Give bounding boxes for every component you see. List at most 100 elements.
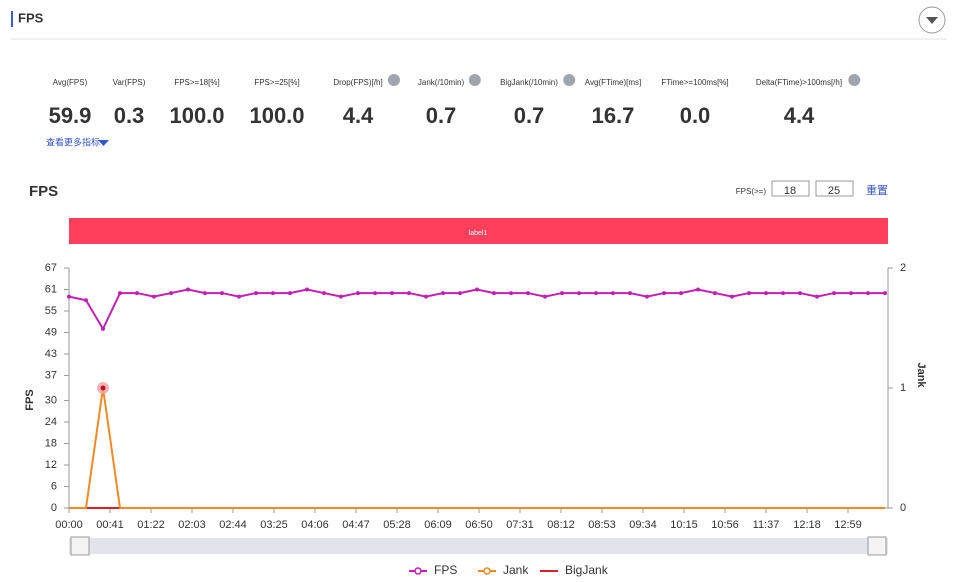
label-band — [69, 218, 888, 244]
help-icon — [387, 74, 400, 86]
y-tick-label: 12 — [45, 459, 57, 471]
legend-dot — [414, 567, 422, 575]
metric-label: Drop(FPS)[/h] — [333, 78, 382, 87]
point — [100, 385, 106, 391]
threshold-value[interactable]: 18 — [784, 185, 796, 197]
metric-label: FPS>=25[%] — [254, 78, 299, 87]
metric-value: 0.7 — [514, 103, 545, 128]
series-line — [69, 387, 885, 509]
y2-tick-label: 1 — [900, 382, 906, 394]
y-tick-label: 67 — [45, 262, 57, 274]
y-tick-label: 24 — [45, 416, 57, 428]
point — [356, 291, 360, 296]
legend-label: Jank — [503, 563, 529, 577]
x-tick-label: 06:50 — [465, 519, 493, 531]
point — [747, 291, 751, 296]
point — [424, 294, 428, 299]
x-tick-label: 03:25 — [260, 519, 288, 531]
point — [645, 294, 649, 299]
point — [101, 326, 105, 331]
y-axis-title: FPS — [24, 389, 36, 410]
y-tick-label: 37 — [45, 369, 57, 381]
more-arrow[interactable] — [98, 140, 109, 146]
point — [866, 291, 870, 296]
x-tick-label: 08:53 — [588, 519, 616, 531]
point — [203, 291, 207, 296]
x-tick-label: 02:44 — [219, 519, 247, 531]
metric-label: Avg(FTime)[ms] — [585, 78, 641, 87]
metric-value: 4.4 — [784, 103, 815, 128]
metric-label: BigJank(/10min) — [500, 78, 558, 87]
y-tick-label: 18 — [45, 437, 57, 449]
point — [135, 291, 139, 296]
more-metrics-link[interactable]: 查看更多指标 — [46, 136, 100, 147]
point — [492, 291, 496, 296]
x-tick-label: 04:06 — [301, 519, 329, 531]
point — [271, 291, 275, 296]
metric-value: 0.7 — [426, 103, 457, 128]
y-tick-label: 30 — [45, 394, 57, 406]
point — [305, 287, 309, 292]
slider-handle[interactable] — [867, 536, 887, 556]
section-title: FPS — [18, 10, 44, 25]
y-tick-label: 0 — [51, 502, 57, 514]
threshold-value[interactable]: 25 — [828, 185, 840, 197]
y2-tick-label: 2 — [900, 262, 906, 274]
metric-label: Var(FPS) — [113, 78, 146, 87]
x-tick-label: 04:47 — [342, 519, 370, 531]
metric-label: Jank(/10min) — [418, 78, 465, 87]
metric-value: 0.0 — [680, 103, 711, 128]
threshold-input[interactable] — [771, 180, 810, 197]
point — [322, 291, 326, 296]
point — [441, 291, 445, 296]
point — [594, 291, 598, 296]
point — [883, 291, 887, 296]
y-tick-label: 6 — [51, 480, 57, 492]
y-tick-label: 49 — [45, 326, 57, 338]
reset-link[interactable]: 重置 — [866, 183, 888, 197]
x-tick-label: 01:22 — [137, 519, 165, 531]
metric-value: 59.9 — [49, 103, 92, 128]
metric-value: 4.4 — [343, 103, 374, 128]
x-tick-label: 10:15 — [670, 519, 698, 531]
metric-value: 100.0 — [249, 103, 304, 128]
point — [288, 291, 292, 296]
point — [152, 294, 156, 299]
help-icon — [468, 74, 481, 86]
point — [84, 298, 88, 303]
zoom-slider[interactable] — [69, 538, 888, 554]
metric-label: FPS>=18[%] — [174, 78, 219, 87]
x-tick-label: 09:34 — [629, 519, 657, 531]
metric-label: Delta(FTime)>100ms[/h] — [756, 78, 842, 87]
point — [186, 287, 190, 292]
point — [662, 291, 666, 296]
threshold-input[interactable] — [815, 180, 854, 197]
point — [628, 291, 632, 296]
point — [237, 294, 241, 299]
x-tick-label: 12:59 — [834, 519, 862, 531]
x-tick-label: 07:31 — [506, 519, 534, 531]
y2-tick-label: 0 — [900, 502, 906, 514]
collapse-button[interactable] — [918, 6, 946, 34]
series-line — [68, 288, 885, 332]
metric-label: Avg(FPS) — [53, 78, 88, 87]
x-tick-label: 10:56 — [711, 519, 739, 531]
metric-label: FTime>=100ms[%] — [661, 78, 728, 87]
point — [458, 291, 462, 296]
threshold-label: FPS(>=) — [736, 187, 767, 196]
point — [407, 291, 411, 296]
point — [713, 291, 717, 296]
point — [509, 291, 513, 296]
x-tick-label: 06:09 — [424, 519, 452, 531]
collapse-icon[interactable] — [926, 17, 938, 24]
slider-handle[interactable] — [70, 536, 90, 556]
point — [815, 294, 819, 299]
point — [781, 291, 785, 296]
point — [475, 287, 479, 292]
point — [339, 294, 343, 299]
title-accent — [11, 11, 13, 27]
metric-value: 16.7 — [592, 103, 635, 128]
x-tick-label: 00:00 — [55, 519, 83, 531]
